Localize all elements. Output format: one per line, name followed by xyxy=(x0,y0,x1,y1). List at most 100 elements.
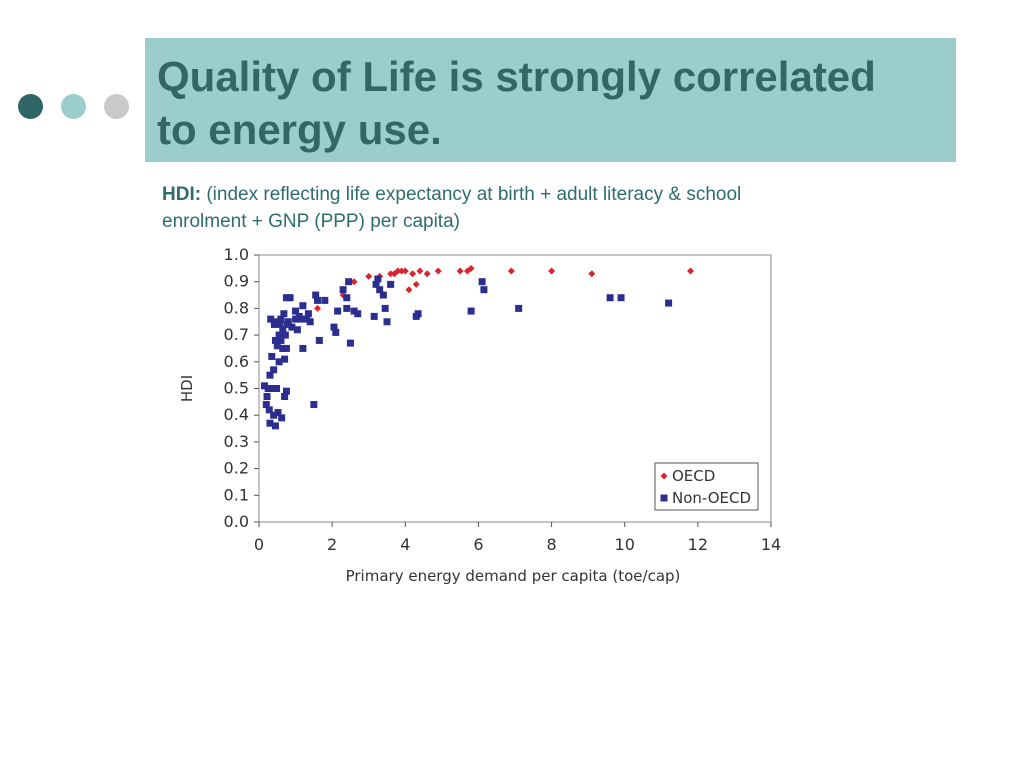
y-tick-label: 0.7 xyxy=(224,325,249,344)
non-oecd-point xyxy=(303,315,311,323)
non-oecd-point xyxy=(376,286,384,294)
y-tick-label: 0.9 xyxy=(224,272,249,291)
oecd-point xyxy=(456,267,464,275)
non-oecd-point xyxy=(273,342,281,350)
oecd-point xyxy=(467,264,475,272)
non-oecd-point xyxy=(271,422,279,430)
y-axis-label: HDI xyxy=(178,375,196,402)
non-oecd-point xyxy=(292,307,300,315)
non-oecd-point xyxy=(350,307,358,315)
series-non-oecd xyxy=(260,275,673,430)
non-oecd-point xyxy=(321,296,329,304)
non-oecd-point xyxy=(286,294,294,302)
non-oecd-point xyxy=(280,310,288,318)
non-oecd-point xyxy=(383,318,391,326)
non-oecd-point xyxy=(370,312,378,320)
slide-subtitle: HDI: (index reflecting life expectancy a… xyxy=(162,181,822,235)
non-oecd-point xyxy=(279,326,287,334)
y-tick-label: 0.8 xyxy=(224,298,249,317)
non-oecd-point xyxy=(266,371,274,379)
oecd-point xyxy=(687,267,695,275)
x-tick-label: 10 xyxy=(615,535,635,554)
non-oecd-point xyxy=(332,328,340,336)
non-oecd-point xyxy=(306,318,314,326)
oecd-point xyxy=(548,267,556,275)
non-oecd-point xyxy=(478,278,486,286)
oecd-point xyxy=(314,304,322,312)
decorative-dot-light xyxy=(104,94,129,119)
non-oecd-point xyxy=(288,323,296,331)
y-tick-label: 0.1 xyxy=(224,485,249,504)
non-oecd-point xyxy=(273,385,281,392)
decorative-dot-dark xyxy=(18,94,43,119)
y-tick-label: 0.3 xyxy=(224,432,249,451)
non-oecd-point xyxy=(299,302,307,310)
non-oecd-point xyxy=(263,393,271,401)
non-oecd-point xyxy=(374,275,382,283)
non-oecd-point xyxy=(354,310,362,318)
oecd-point xyxy=(350,278,358,286)
non-oecd-point xyxy=(267,315,275,323)
y-tick-label: 0.2 xyxy=(224,459,249,478)
x-axis-label: Primary energy demand per capita (toe/ca… xyxy=(346,567,681,585)
non-oecd-point xyxy=(293,326,301,334)
oecd-point xyxy=(412,280,420,288)
non-oecd-point xyxy=(299,344,307,352)
oecd-point xyxy=(416,267,424,275)
non-oecd-point xyxy=(270,366,278,374)
non-oecd-point xyxy=(277,336,285,344)
non-oecd-point xyxy=(304,310,312,318)
non-oecd-point xyxy=(310,401,318,409)
non-oecd-point xyxy=(292,315,300,323)
decorative-dot-mid xyxy=(61,94,86,119)
non-oecd-point xyxy=(284,318,292,326)
oecd-point xyxy=(507,267,515,275)
oecd-point xyxy=(387,270,395,278)
non-oecd-point xyxy=(665,299,673,307)
slide-title-line2: to energy use. xyxy=(157,106,442,153)
oecd-point xyxy=(405,286,413,294)
non-oecd-point xyxy=(381,304,389,312)
non-oecd-point xyxy=(274,409,282,417)
subtitle-lead: HDI: xyxy=(162,184,202,205)
non-oecd-point xyxy=(275,358,283,366)
slide-title-line1: Quality of Life is strongly correlated xyxy=(157,53,876,100)
non-oecd-point xyxy=(334,307,342,315)
x-tick-label: 14 xyxy=(761,535,781,554)
non-oecd-point xyxy=(265,406,273,414)
non-oecd-point xyxy=(372,280,380,288)
non-oecd-point xyxy=(312,291,320,299)
non-oecd-point xyxy=(260,382,268,390)
oecd-point xyxy=(398,267,406,275)
slide-title: Quality of Life is strongly correlated t… xyxy=(157,50,946,156)
oecd-point xyxy=(401,267,409,275)
non-oecd-point xyxy=(275,331,283,339)
non-oecd-point xyxy=(315,336,323,344)
non-oecd-point xyxy=(343,304,351,312)
subtitle-text: (index reflecting life expectancy at bir… xyxy=(162,184,742,232)
y-tick-label: 0.5 xyxy=(224,379,249,398)
legend-oecd-marker xyxy=(660,472,668,480)
series-oecd xyxy=(314,264,695,312)
non-oecd-point xyxy=(345,278,353,286)
non-oecd-point xyxy=(266,419,274,427)
non-oecd-point xyxy=(379,291,387,299)
non-oecd-point xyxy=(279,344,287,352)
non-oecd-point xyxy=(262,401,270,409)
non-oecd-point xyxy=(268,352,276,360)
non-oecd-point xyxy=(330,323,338,331)
legend-label: Non-OECD xyxy=(672,489,751,507)
non-oecd-point xyxy=(387,280,395,288)
non-oecd-point xyxy=(480,286,488,294)
legend-box xyxy=(654,462,759,511)
x-tick-label: 12 xyxy=(688,535,708,554)
oecd-point xyxy=(423,270,431,278)
non-oecd-point xyxy=(276,320,284,328)
non-oecd-point xyxy=(282,344,290,352)
title-band: Quality of Life is strongly correlated t… xyxy=(145,38,956,162)
non-oecd-point xyxy=(269,385,277,392)
non-oecd-point xyxy=(271,336,279,344)
non-oecd-point xyxy=(264,385,272,392)
non-oecd-point xyxy=(281,331,289,339)
